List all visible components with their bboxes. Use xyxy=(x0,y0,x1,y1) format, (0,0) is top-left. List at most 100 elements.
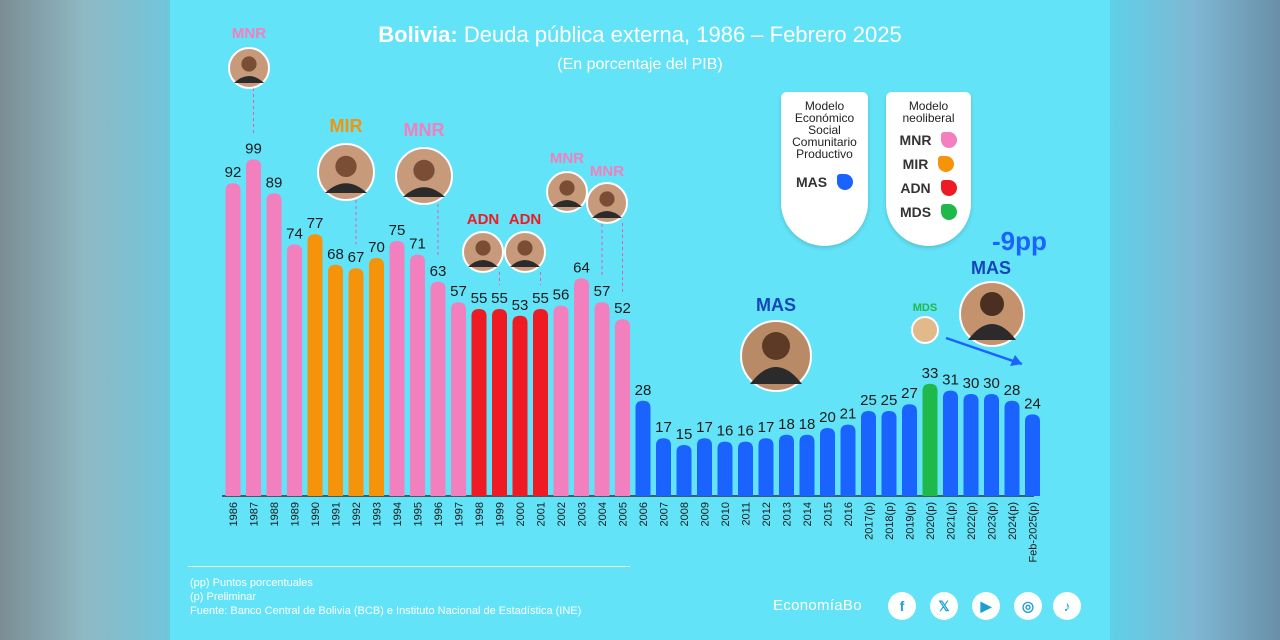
bar-2017(p) xyxy=(861,411,876,496)
bar-1991 xyxy=(328,264,343,496)
chart-title: Bolivia: Deuda pública externa, 1986 – F… xyxy=(378,22,902,47)
data-label-2015: 20 xyxy=(819,409,836,426)
footnote-p: (p) Preliminar xyxy=(190,591,257,603)
bar-1996 xyxy=(430,281,446,496)
data-label-2004: 57 xyxy=(594,283,611,300)
tick-label-1986: 1986 xyxy=(228,502,240,526)
tick-label-1999: 1999 xyxy=(495,502,507,526)
brand-name: EconomíaBo xyxy=(773,597,862,614)
tick-label-Feb-2025(p): Feb-2025(p) xyxy=(1028,502,1040,563)
bar-2010 xyxy=(717,441,733,496)
bar-2014 xyxy=(799,434,815,496)
party-label-mas: MAS xyxy=(971,258,1011,278)
footnote-divider xyxy=(188,566,630,567)
bar-2021(p) xyxy=(943,390,958,496)
data-label-2013: 18 xyxy=(778,416,795,433)
tick-label-2013: 2013 xyxy=(782,502,794,526)
legend-title-neoliberal: Modelo neoliberal xyxy=(902,99,955,125)
portrait-head xyxy=(241,56,257,72)
youtube-icon[interactable]: ▶ xyxy=(972,592,1000,620)
tick-label-2018(p): 2018(p) xyxy=(884,502,896,540)
data-label-2024(p): 28 xyxy=(1004,382,1021,399)
data-label-1997: 57 xyxy=(450,283,467,300)
bar-1999 xyxy=(492,309,507,496)
bar-chart: 92 1986 99 1987 89 1988 74 1989 77 1990 68 1991 67 19… xyxy=(222,25,1041,563)
data-label-1989: 74 xyxy=(286,225,303,242)
data-label-1996: 63 xyxy=(430,263,447,280)
portrait-head xyxy=(413,159,435,182)
tick-label-2004: 2004 xyxy=(597,502,609,526)
data-label-1990: 77 xyxy=(307,215,324,232)
portrait-head xyxy=(980,292,1004,316)
bar-1990 xyxy=(307,234,323,496)
tick-label-1990: 1990 xyxy=(310,502,322,526)
party-label-mas: MAS xyxy=(756,295,796,315)
footnote-source: Fuente: Banco Central de Bolivia (BCB) e… xyxy=(190,605,582,617)
bar-1987 xyxy=(246,159,261,496)
portrait-suit xyxy=(234,76,264,83)
bar-2011 xyxy=(738,441,753,496)
bar-2007 xyxy=(656,438,671,496)
left-blur-background xyxy=(0,0,170,640)
tick-label-1989: 1989 xyxy=(290,502,302,526)
data-label-1993: 70 xyxy=(368,239,385,256)
bar-2004 xyxy=(594,302,610,496)
tick-label-2023(p): 2023(p) xyxy=(987,502,999,540)
data-label-1994: 75 xyxy=(389,222,406,239)
data-label-2005: 52 xyxy=(614,300,631,317)
data-label-2002: 56 xyxy=(553,287,570,304)
data-label-1991: 68 xyxy=(327,246,344,263)
data-label-1992: 67 xyxy=(348,249,365,266)
tick-label-2001: 2001 xyxy=(536,502,548,526)
data-label-2000: 53 xyxy=(512,297,529,314)
data-label-2022(p): 30 xyxy=(963,375,980,392)
bar-1994 xyxy=(389,241,405,496)
bar-2024(p) xyxy=(1004,400,1020,496)
data-label-2023(p): 30 xyxy=(983,375,1000,392)
legend-item-mds: MDS xyxy=(886,202,971,222)
portrait-suit xyxy=(552,200,582,207)
instagram-icon[interactable]: ◎ xyxy=(1014,592,1042,620)
bar-1997 xyxy=(451,302,466,496)
data-label-2001: 55 xyxy=(532,290,549,307)
tick-label-2017(p): 2017(p) xyxy=(864,502,876,540)
tick-label-1988: 1988 xyxy=(269,502,281,526)
data-label-2019(p): 27 xyxy=(901,385,918,402)
party-label-mnr: MNR xyxy=(550,150,584,167)
tick-label-1991: 1991 xyxy=(331,502,343,526)
portrait-suit xyxy=(968,324,1016,340)
legend-swatch-mas xyxy=(837,174,854,190)
data-label-1999: 55 xyxy=(491,290,508,307)
tiktok-icon[interactable]: ♪ xyxy=(1053,592,1081,620)
tick-label-2012: 2012 xyxy=(761,502,773,526)
bar-1995 xyxy=(410,254,425,496)
bar-1986 xyxy=(225,183,241,496)
data-label-2016: 21 xyxy=(840,406,857,423)
bar-2005 xyxy=(615,319,630,496)
tick-label-2000: 2000 xyxy=(515,502,527,526)
party-label-adn: ADN xyxy=(509,211,542,228)
data-label-1995: 71 xyxy=(409,236,426,253)
data-label-2010: 16 xyxy=(717,423,734,440)
bar-2012 xyxy=(758,438,774,496)
legend-item-mnr: MNR xyxy=(886,130,971,150)
facebook-icon[interactable]: f xyxy=(888,592,916,620)
right-blur-background xyxy=(1110,0,1280,640)
party-label-mnr: MNR xyxy=(232,25,266,42)
x-icon[interactable]: 𝕏 xyxy=(930,592,958,620)
party-label-adn: ADN xyxy=(467,211,500,228)
bar-2013 xyxy=(779,434,794,496)
trend-arrow-line xyxy=(945,336,1023,366)
bar-2002 xyxy=(553,305,569,496)
bar-2022(p) xyxy=(963,394,979,496)
portrait-suit xyxy=(510,260,540,267)
tick-label-2009: 2009 xyxy=(700,502,712,526)
tick-label-1992: 1992 xyxy=(351,502,363,526)
tick-label-1995: 1995 xyxy=(413,502,425,526)
data-label-1986: 92 xyxy=(225,164,242,181)
data-label-2017(p): 25 xyxy=(860,392,877,409)
trend-arrow-head xyxy=(1010,355,1022,366)
tick-label-2021(p): 2021(p) xyxy=(946,502,958,540)
portrait-head xyxy=(517,240,533,256)
tick-label-1993: 1993 xyxy=(372,502,384,526)
